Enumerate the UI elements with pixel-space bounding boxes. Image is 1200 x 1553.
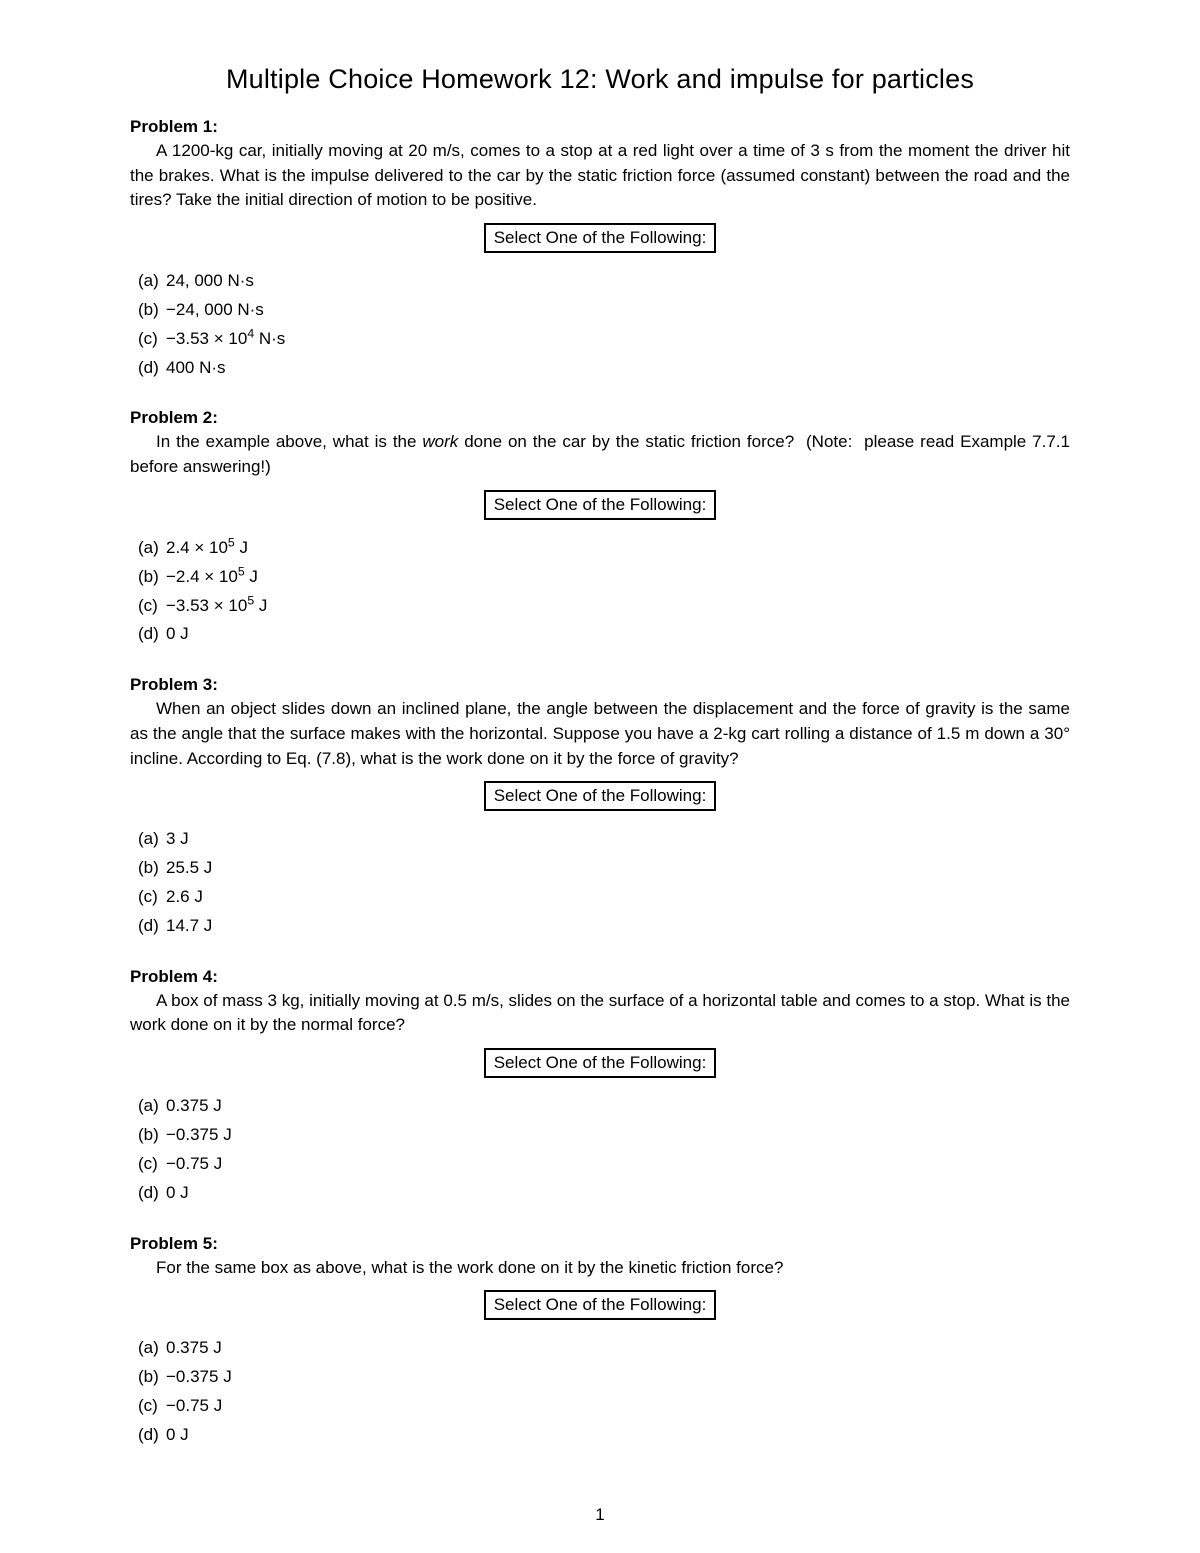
select-one-box: Select One of the Following: (484, 223, 717, 253)
option-value: 0 J (166, 1183, 189, 1202)
option-value: 400 N·s (166, 358, 226, 377)
option-label: (d) (138, 1421, 166, 1450)
options-list: (a)3 J(b)25.5 J(c)2.6 J(d)14.7 J (130, 825, 1070, 941)
option-label: (c) (138, 1392, 166, 1421)
problem-heading: Problem 4: (130, 967, 1070, 987)
option-value: 2.4 × 105 J (166, 538, 248, 557)
option-label: (c) (138, 883, 166, 912)
problem-heading: Problem 5: (130, 1234, 1070, 1254)
option-label: (b) (138, 563, 166, 592)
page: Multiple Choice Homework 12: Work and im… (0, 0, 1200, 1553)
problem-text: In the example above, what is the work d… (130, 430, 1070, 479)
option-value: 0 J (166, 1425, 189, 1444)
problem: Problem 1:A 1200-kg car, initially movin… (130, 117, 1070, 382)
option-item[interactable]: (b)−0.375 J (138, 1363, 1070, 1392)
option-label: (c) (138, 592, 166, 621)
problem-text: For the same box as above, what is the w… (130, 1256, 1070, 1281)
option-label: (a) (138, 267, 166, 296)
option-label: (c) (138, 325, 166, 354)
problem-text: A box of mass 3 kg, initially moving at … (130, 989, 1070, 1038)
option-item[interactable]: (b)−0.375 J (138, 1121, 1070, 1150)
problem-heading: Problem 2: (130, 408, 1070, 428)
option-label: (a) (138, 825, 166, 854)
select-box-wrap: Select One of the Following: (130, 1290, 1070, 1320)
option-value: 0.375 J (166, 1096, 222, 1115)
option-item[interactable]: (b)−2.4 × 105 J (138, 563, 1070, 592)
select-one-box: Select One of the Following: (484, 781, 717, 811)
options-list: (a)0.375 J(b)−0.375 J(c)−0.75 J(d)0 J (130, 1092, 1070, 1208)
problem-heading: Problem 1: (130, 117, 1070, 137)
option-item[interactable]: (c)−0.75 J (138, 1392, 1070, 1421)
option-value: 0 J (166, 624, 189, 643)
problem: Problem 3:When an object slides down an … (130, 675, 1070, 940)
problem: Problem 4:A box of mass 3 kg, initially … (130, 967, 1070, 1208)
option-item[interactable]: (b)25.5 J (138, 854, 1070, 883)
problem-text: When an object slides down an inclined p… (130, 697, 1070, 771)
select-box-wrap: Select One of the Following: (130, 781, 1070, 811)
option-item[interactable]: (c)−0.75 J (138, 1150, 1070, 1179)
page-number: 1 (0, 1505, 1200, 1525)
problem-heading: Problem 3: (130, 675, 1070, 695)
option-value: 24, 000 N·s (166, 271, 254, 290)
select-box-wrap: Select One of the Following: (130, 223, 1070, 253)
options-list: (a)2.4 × 105 J(b)−2.4 × 105 J(c)−3.53 × … (130, 534, 1070, 650)
select-box-wrap: Select One of the Following: (130, 1048, 1070, 1078)
select-one-box: Select One of the Following: (484, 490, 717, 520)
option-label: (d) (138, 1179, 166, 1208)
option-label: (a) (138, 534, 166, 563)
option-value: 0.375 J (166, 1338, 222, 1357)
option-label: (d) (138, 620, 166, 649)
option-value: 25.5 J (166, 858, 212, 877)
option-item[interactable]: (a)24, 000 N·s (138, 267, 1070, 296)
option-label: (b) (138, 296, 166, 325)
select-one-box: Select One of the Following: (484, 1048, 717, 1078)
option-label: (b) (138, 1363, 166, 1392)
option-label: (b) (138, 854, 166, 883)
options-list: (a)24, 000 N·s(b)−24, 000 N·s(c)−3.53 × … (130, 267, 1070, 383)
option-label: (d) (138, 354, 166, 383)
option-value: −24, 000 N·s (166, 300, 264, 319)
option-item[interactable]: (d)0 J (138, 620, 1070, 649)
page-title: Multiple Choice Homework 12: Work and im… (130, 64, 1070, 95)
option-item[interactable]: (a)2.4 × 105 J (138, 534, 1070, 563)
option-value: −0.75 J (166, 1154, 222, 1173)
option-label: (a) (138, 1334, 166, 1363)
option-value: −0.375 J (166, 1125, 232, 1144)
option-value: 3 J (166, 829, 189, 848)
option-item[interactable]: (d)0 J (138, 1179, 1070, 1208)
option-value: −0.75 J (166, 1396, 222, 1415)
select-box-wrap: Select One of the Following: (130, 490, 1070, 520)
option-item[interactable]: (a)0.375 J (138, 1334, 1070, 1363)
option-label: (d) (138, 912, 166, 941)
option-item[interactable]: (d)14.7 J (138, 912, 1070, 941)
option-item[interactable]: (c)−3.53 × 104 N·s (138, 325, 1070, 354)
option-label: (a) (138, 1092, 166, 1121)
problems-container: Problem 1:A 1200-kg car, initially movin… (130, 117, 1070, 1450)
option-value: −3.53 × 104 N·s (166, 329, 285, 348)
problem: Problem 5:For the same box as above, wha… (130, 1234, 1070, 1450)
option-item[interactable]: (a)3 J (138, 825, 1070, 854)
option-value: −2.4 × 105 J (166, 567, 258, 586)
option-item[interactable]: (a)0.375 J (138, 1092, 1070, 1121)
option-item[interactable]: (c)2.6 J (138, 883, 1070, 912)
options-list: (a)0.375 J(b)−0.375 J(c)−0.75 J(d)0 J (130, 1334, 1070, 1450)
option-item[interactable]: (d)0 J (138, 1421, 1070, 1450)
option-label: (b) (138, 1121, 166, 1150)
option-item[interactable]: (b)−24, 000 N·s (138, 296, 1070, 325)
option-item[interactable]: (d)400 N·s (138, 354, 1070, 383)
option-value: 14.7 J (166, 916, 212, 935)
option-label: (c) (138, 1150, 166, 1179)
problem-text: A 1200-kg car, initially moving at 20 m/… (130, 139, 1070, 213)
problem: Problem 2:In the example above, what is … (130, 408, 1070, 649)
option-item[interactable]: (c)−3.53 × 105 J (138, 592, 1070, 621)
select-one-box: Select One of the Following: (484, 1290, 717, 1320)
option-value: −3.53 × 105 J (166, 596, 267, 615)
option-value: −0.375 J (166, 1367, 232, 1386)
option-value: 2.6 J (166, 887, 203, 906)
